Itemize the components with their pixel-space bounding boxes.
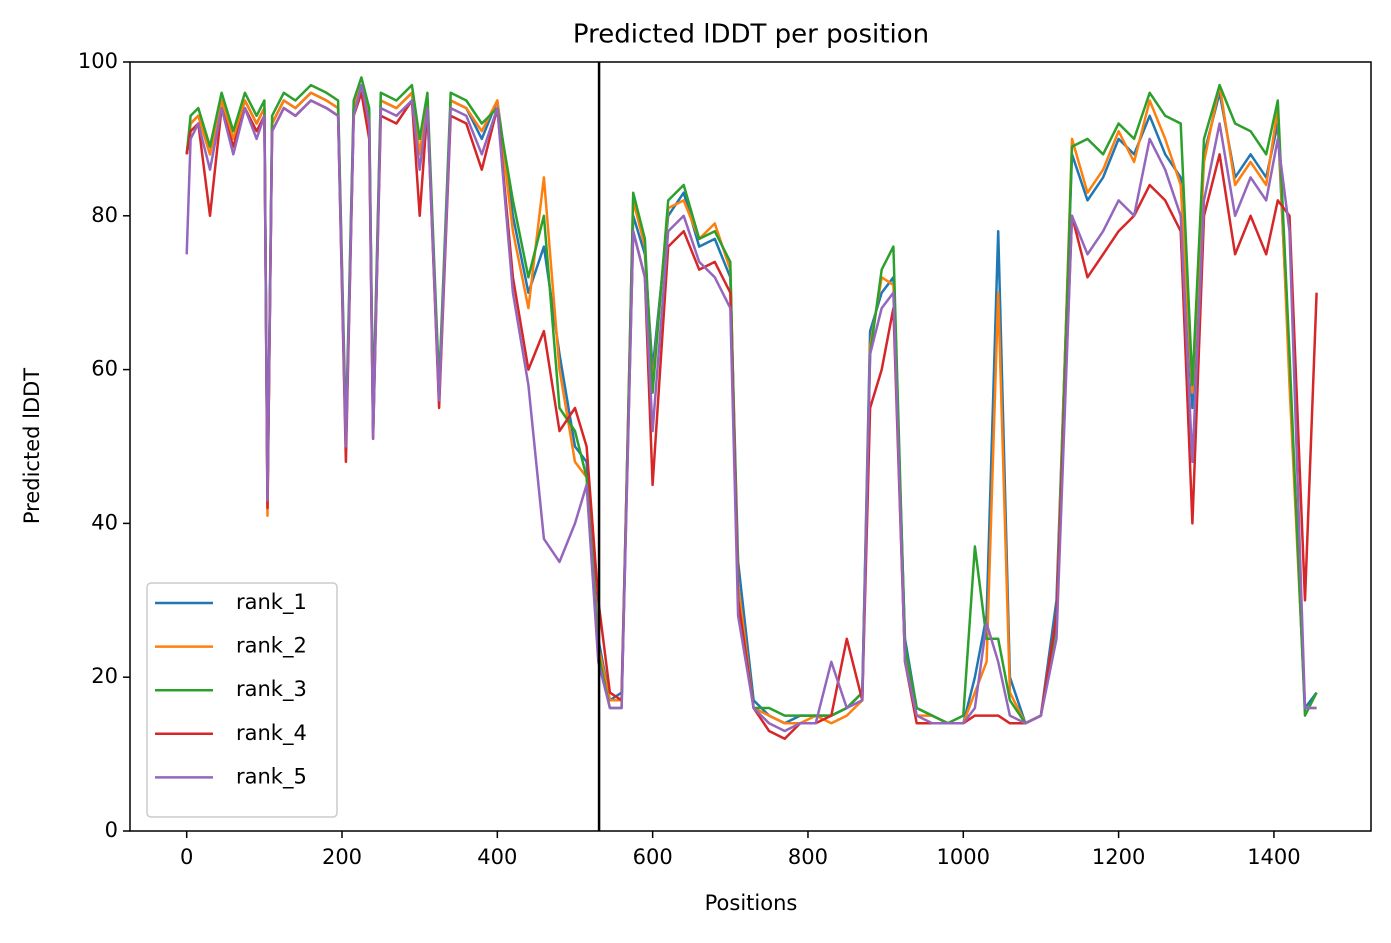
legend-label: rank_2 xyxy=(236,634,307,659)
x-tick-label: 1200 xyxy=(1092,845,1145,869)
y-axis-label: Predicted lDDT xyxy=(20,368,44,524)
x-tick-label: 600 xyxy=(633,845,673,869)
series-line xyxy=(185,91,1318,740)
legend-label: rank_4 xyxy=(236,721,307,746)
x-tick-label: 1000 xyxy=(937,845,990,869)
series-line xyxy=(185,83,1318,725)
y-tick-label: 100 xyxy=(78,49,118,73)
legend-label: rank_1 xyxy=(236,590,307,615)
y-tick-label: 80 xyxy=(91,203,118,227)
legend-label: rank_3 xyxy=(236,677,307,702)
x-axis-label: Positions xyxy=(705,891,798,915)
x-tick-label: 800 xyxy=(788,845,828,869)
series-line xyxy=(185,83,1317,733)
x-tick-label: 1400 xyxy=(1247,845,1300,869)
y-tick-label: 40 xyxy=(91,510,118,534)
chart-title: Predicted lDDT per position xyxy=(573,20,929,50)
x-tick-label: 200 xyxy=(322,845,362,869)
y-tick-label: 20 xyxy=(91,664,118,688)
legend-label: rank_5 xyxy=(236,764,307,789)
y-tick-label: 60 xyxy=(91,357,118,381)
series-line xyxy=(185,83,1317,725)
series-line xyxy=(185,76,1318,725)
plot-frame xyxy=(129,61,1372,832)
x-tick-label: 400 xyxy=(477,845,517,869)
y-tick-label: 0 xyxy=(105,818,118,842)
legend-box xyxy=(146,582,338,818)
x-tick-label: 0 xyxy=(180,845,193,869)
